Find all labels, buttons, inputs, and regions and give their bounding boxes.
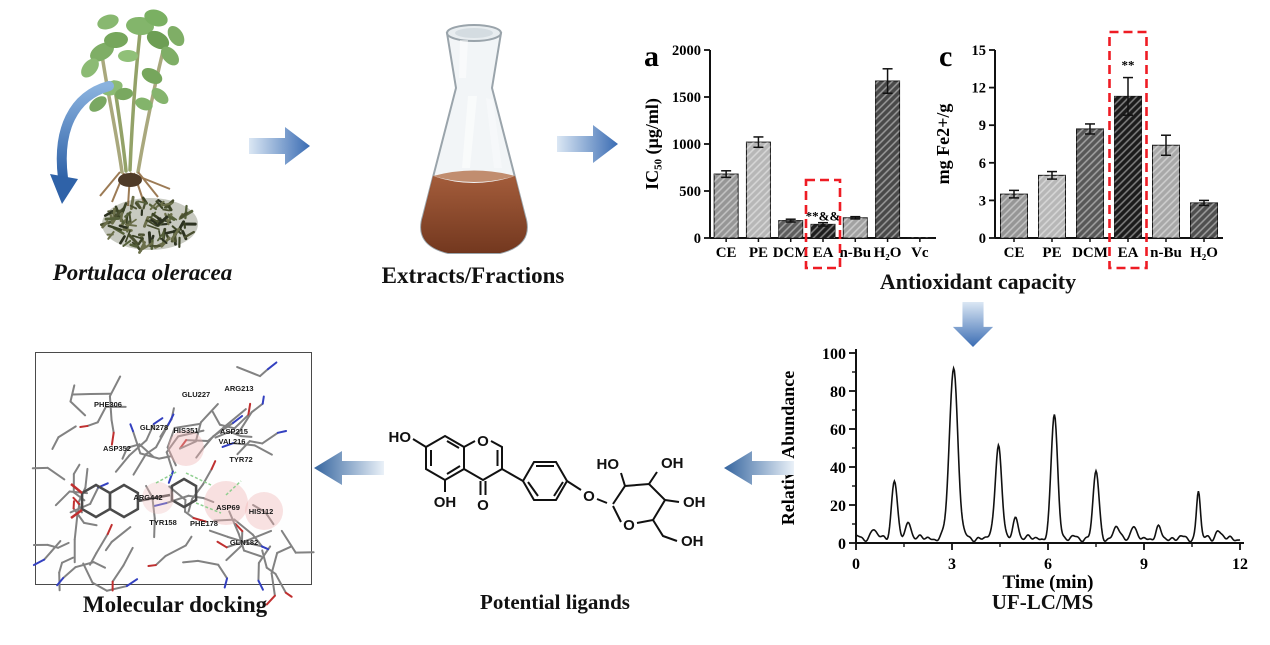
svg-text:EA: EA — [1118, 245, 1139, 261]
svg-text:HO: HO — [389, 429, 412, 446]
svg-text:HO: HO — [597, 456, 620, 473]
svg-text:IC₅₀ (µg/ml): IC₅₀ (µg/ml) — [642, 98, 663, 190]
svg-text:O: O — [583, 488, 595, 505]
svg-text:HIS351: HIS351 — [173, 426, 198, 435]
svg-text:6: 6 — [979, 156, 986, 172]
svg-text:GLN278: GLN278 — [140, 423, 168, 432]
flow-arrow-right-1-icon — [249, 127, 310, 165]
svg-text:ASP215: ASP215 — [220, 427, 248, 436]
flask-caption: Extracts/Fractions — [381, 263, 565, 288]
svg-text:n-Bu: n-Bu — [1150, 245, 1182, 261]
svg-text:PE: PE — [1042, 245, 1061, 261]
svg-text:OH: OH — [683, 494, 706, 511]
svg-text:OH: OH — [681, 533, 704, 550]
svg-text:6: 6 — [1044, 556, 1052, 573]
svg-text:500: 500 — [679, 184, 701, 200]
chromatogram-chart: 0 20 40 60 80 100 0 3 6 9 12 Time (min) Relative Abu… — [778, 346, 1248, 593]
flow-arrow-down-icon — [952, 302, 994, 348]
ligand-atom-labels: HO O OH O O HO OH OH O OH — [389, 429, 706, 550]
svg-text:12: 12 — [972, 81, 987, 97]
svg-text:**&&: **&& — [806, 208, 841, 223]
ligand-bonds — [412, 434, 680, 542]
svg-text:DCM: DCM — [1072, 245, 1108, 261]
svg-text:TYR72: TYR72 — [229, 455, 252, 464]
svg-text:100: 100 — [822, 346, 846, 363]
svg-text:H₂O: H₂O — [874, 245, 902, 261]
svg-text:n-Bu: n-Bu — [839, 245, 871, 261]
svg-text:ARG213: ARG213 — [224, 384, 253, 393]
lcms-caption: UF-LC/MS — [991, 590, 1094, 614]
flow-arrow-left-2-icon — [724, 451, 794, 485]
bar-chart-frap: c 0 3 6 9 12 15 mg Fe2+/g CE PE DCM EA ** n-Bu H₂O — [933, 30, 1223, 270]
svg-text:0: 0 — [838, 536, 846, 553]
svg-text:c: c — [939, 40, 952, 73]
curved-arrow-icon — [50, 81, 114, 204]
svg-text:EA: EA — [813, 245, 834, 261]
svg-text:0: 0 — [979, 231, 986, 247]
svg-text:9: 9 — [1140, 556, 1148, 573]
svg-text:Time (min): Time (min) — [1003, 572, 1094, 593]
svg-text:PE: PE — [749, 245, 768, 261]
docking-caption: Molecular docking — [82, 592, 268, 617]
svg-text:2000: 2000 — [672, 43, 701, 59]
svg-text:a: a — [644, 40, 659, 73]
svg-text:3: 3 — [979, 193, 986, 209]
svg-text:OH: OH — [434, 494, 457, 511]
svg-text:20: 20 — [830, 498, 846, 515]
svg-text:15: 15 — [972, 43, 987, 59]
ligand-structure: HO O OH O O HO OH OH O OH — [389, 429, 706, 550]
svg-text:OH: OH — [661, 455, 684, 472]
svg-text:Vc: Vc — [911, 245, 929, 261]
svg-text:40: 40 — [830, 460, 846, 477]
docking-residue-labels: PHE306 ARG213 GLU227 GLN278 HIS351 ASP21… — [94, 384, 273, 547]
bar-chart-ic50: a 0 500 1000 1500 2000 IC₅₀ (µg/ml) CE PE DCM EA **… — [642, 40, 936, 270]
svg-text:Relative Abundance: Relative Abundance — [778, 371, 798, 526]
svg-text:ARG442: ARG442 — [133, 493, 162, 502]
svg-text:CE: CE — [1004, 245, 1025, 261]
binding-pocket-highlights — [142, 430, 283, 530]
flask-photo — [420, 24, 528, 254]
svg-text:PHE306: PHE306 — [94, 400, 122, 409]
svg-text:1500: 1500 — [672, 90, 701, 106]
docking-illustration: PHE306 ARG213 GLU227 GLN278 HIS351 ASP21… — [31, 361, 315, 606]
svg-text:9: 9 — [979, 118, 986, 134]
svg-text:O: O — [477, 433, 489, 450]
flask-liquid — [421, 176, 527, 253]
flow-arrow-left-1-icon — [314, 451, 384, 485]
svg-text:mg Fe2+/g: mg Fe2+/g — [933, 104, 953, 185]
svg-text:3: 3 — [948, 556, 956, 573]
svg-text:ASP69: ASP69 — [216, 503, 240, 512]
protein-sticks — [31, 361, 315, 606]
svg-text:60: 60 — [830, 422, 846, 439]
svg-text:0: 0 — [694, 231, 701, 247]
svg-text:GLU227: GLU227 — [182, 390, 210, 399]
svg-text:CE: CE — [716, 245, 737, 261]
svg-text:HIS112: HIS112 — [249, 507, 274, 516]
svg-text:**: ** — [1122, 58, 1135, 73]
flow-arrow-right-2-icon — [557, 125, 618, 163]
molecular-docking-panel: PHE306 ARG213 GLU227 GLN278 HIS351 ASP21… — [31, 352, 315, 606]
svg-text:O: O — [477, 497, 489, 514]
svg-text:80: 80 — [830, 384, 846, 401]
svg-text:1000: 1000 — [672, 137, 701, 153]
svg-text:PHE178: PHE178 — [190, 519, 218, 528]
svg-text:GLN182: GLN182 — [230, 538, 258, 547]
svg-text:O: O — [623, 517, 635, 534]
plant-caption: Portulaca oleracea — [52, 260, 233, 285]
svg-text:DCM: DCM — [773, 245, 809, 261]
svg-text:H₂O: H₂O — [1190, 245, 1218, 261]
svg-text:VAL216: VAL216 — [219, 437, 246, 446]
svg-text:12: 12 — [1232, 556, 1248, 573]
svg-text:TYR158: TYR158 — [149, 518, 177, 527]
svg-text:0: 0 — [852, 556, 860, 573]
ligands-caption: Potential ligands — [480, 590, 630, 614]
antioxidant-caption: Antioxidant capacity — [879, 269, 1077, 294]
svg-text:ASP352: ASP352 — [103, 444, 131, 453]
